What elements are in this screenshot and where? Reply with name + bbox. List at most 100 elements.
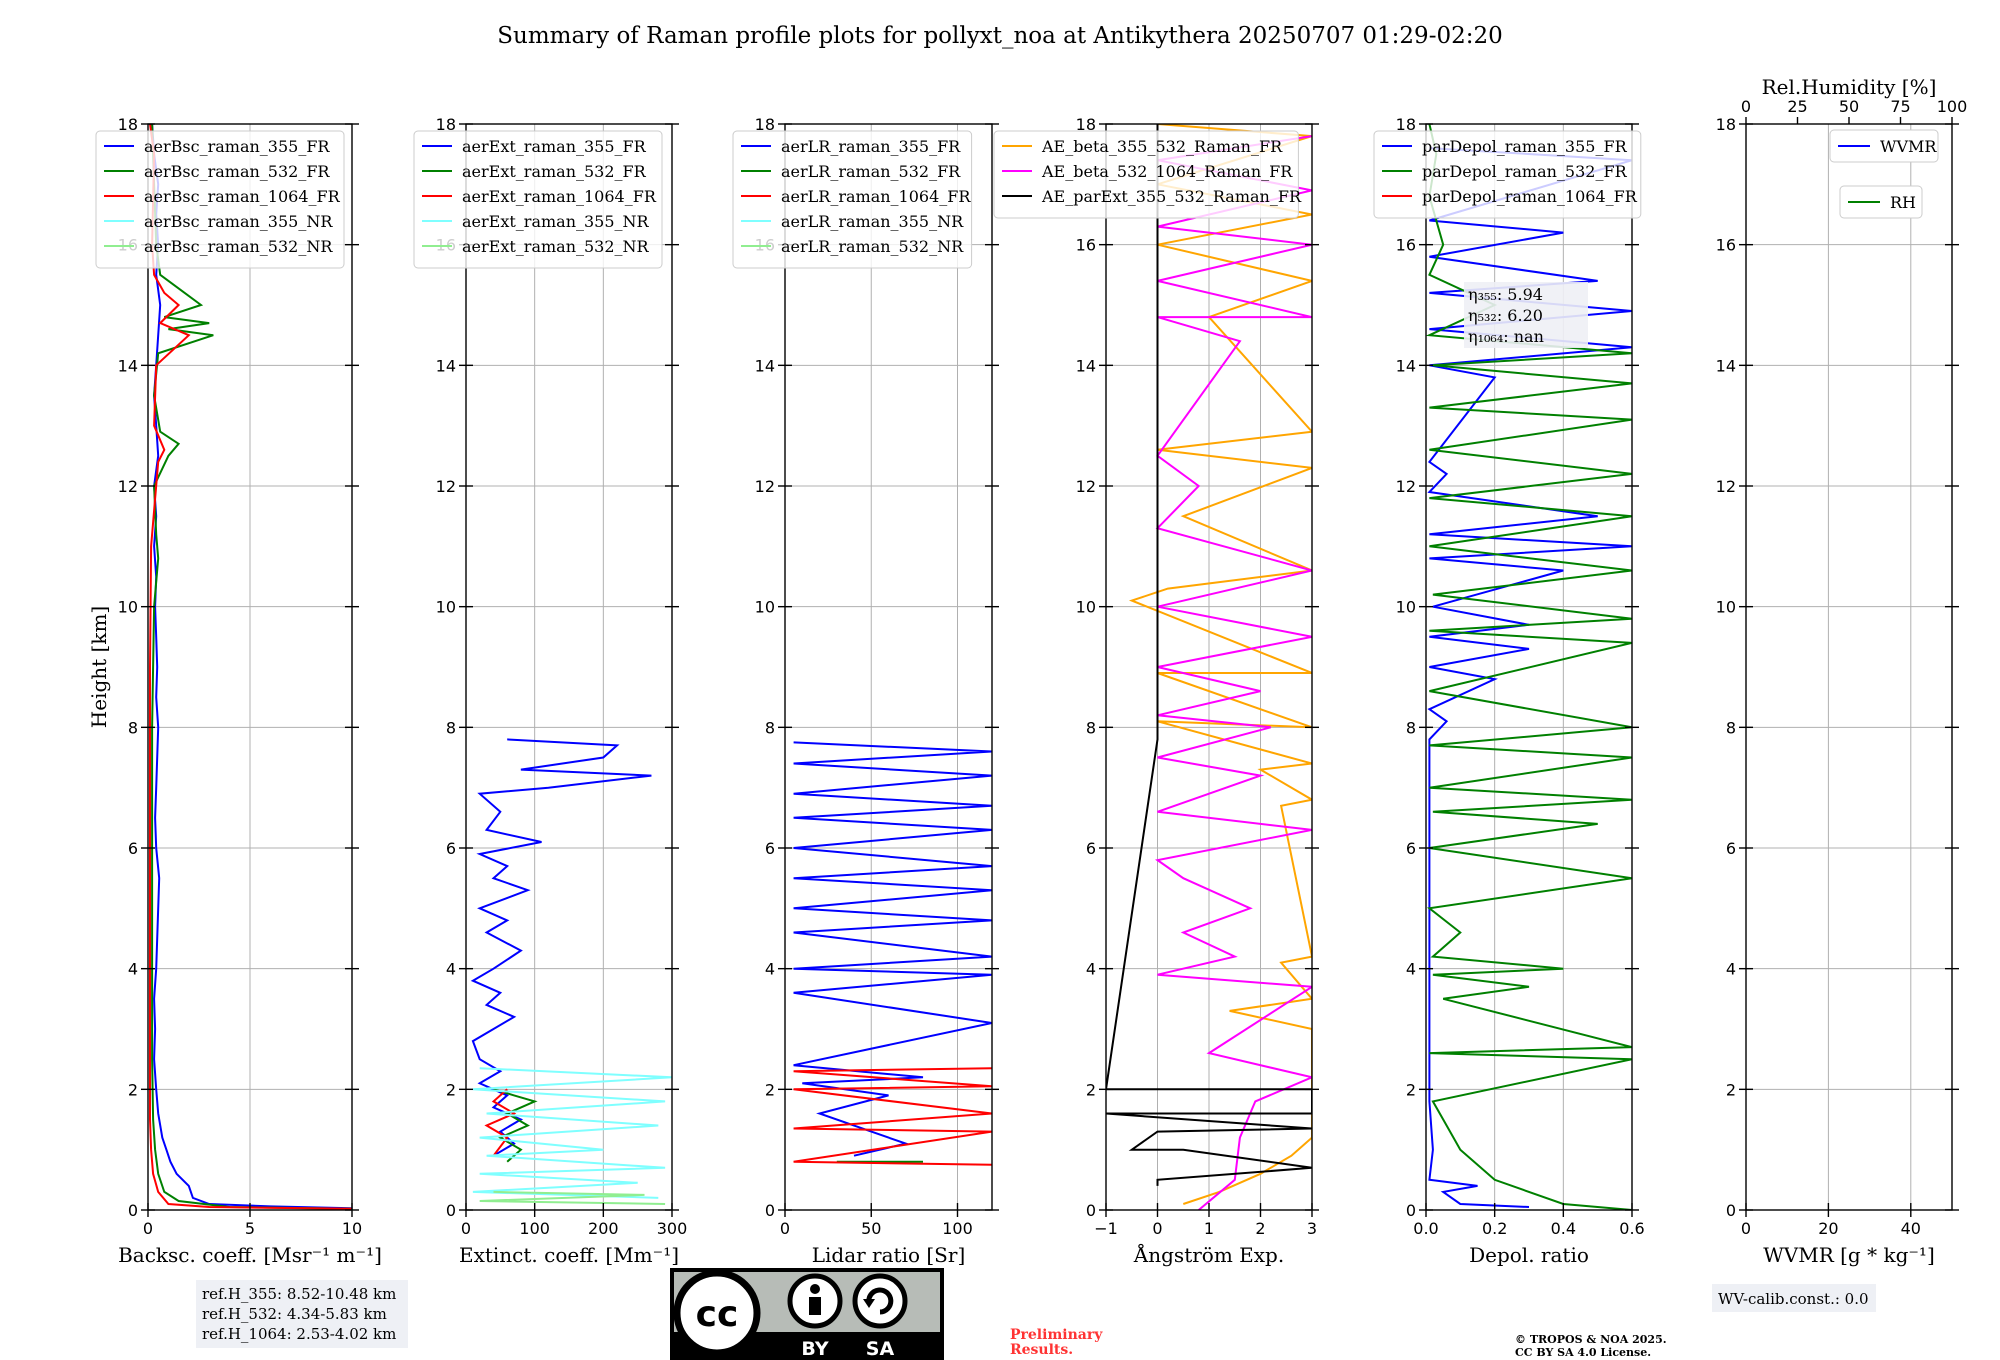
preliminary-results-label: Results.: [1010, 1342, 1073, 1358]
y-tick-label: 14: [1396, 356, 1416, 375]
x-tick-label: 100: [942, 1219, 973, 1238]
x-tick-label: 0.4: [1551, 1219, 1576, 1238]
y-tick-label: 18: [436, 115, 456, 134]
y-tick-label: 2: [446, 1080, 456, 1099]
chart-panel-6: 0 2 4 6 8 10 12 14 16 18 0 20 40 WVMR [g * kg⁻¹] 0 25 50…: [1716, 75, 1968, 1267]
y-tick-label: 8: [128, 718, 138, 737]
ref-355-text: ref.H_355: 8.52-10.48 km: [202, 1285, 396, 1303]
wv-calibration-box: WV-calib.const.: 0.0: [1712, 1284, 1876, 1312]
y-tick-label: 10: [118, 598, 138, 617]
y-tick-label: 14: [1716, 356, 1736, 375]
series-line-aerExt_raman_532_NR: [479, 1190, 666, 1205]
x-axis-label: Ångström Exp.: [1133, 1242, 1284, 1267]
x-tick-label: 0.0: [1413, 1219, 1438, 1238]
x-tick-label: 3: [1307, 1219, 1317, 1238]
y-tick-label: 2: [1086, 1080, 1096, 1099]
x-axis-label: WVMR [g * kg⁻¹]: [1763, 1243, 1935, 1267]
x-tick-label: 5: [245, 1219, 255, 1238]
y-tick-label: 10: [1716, 598, 1736, 617]
copyright-text: © TROPOS & NOA 2025.: [1515, 1333, 1667, 1346]
legend: RH: [1839, 185, 1923, 219]
legend: WVMR: [1829, 129, 1939, 163]
y-tick-label: 16: [1076, 236, 1096, 255]
axes-frame: [1745, 123, 1953, 1211]
y-tick-label: 12: [1716, 477, 1736, 496]
y-tick-label: 8: [1086, 718, 1096, 737]
y-tick-label: 10: [1076, 598, 1096, 617]
y-tick-label: 8: [1726, 718, 1736, 737]
y-tick-label: 2: [1726, 1080, 1736, 1099]
x-axis-label: Lidar ratio [Sr]: [812, 1243, 966, 1267]
x-tick-label: 50: [861, 1219, 881, 1238]
x2-tick-label: 0: [1741, 97, 1751, 116]
y-tick-label: 8: [1406, 718, 1416, 737]
chart-panel-2: 0246810121416180100200300Extinct. coeff.…: [413, 115, 687, 1267]
license-text: CC BY SA 4.0 License.: [1515, 1346, 1651, 1359]
sa-label: SA: [866, 1338, 895, 1360]
axes-frame: [784, 123, 993, 1211]
y-tick-label: 0: [765, 1201, 775, 1220]
legend-label: aerExt_raman_532_NR: [462, 237, 650, 256]
y-tick-label: 12: [755, 477, 775, 496]
y-tick-label: 0: [128, 1201, 138, 1220]
y-tick-label: 6: [1726, 839, 1736, 858]
y-tick-label: 4: [128, 960, 138, 979]
preliminary-label: Preliminary: [1010, 1327, 1103, 1343]
x2-tick-label: 50: [1839, 97, 1859, 116]
legend-label: AE_parExt_355_532_Raman_FR: [1041, 187, 1302, 206]
x-tick-label: 10: [342, 1219, 362, 1238]
x2-axis-label: Rel.Humidity [%]: [1762, 75, 1937, 99]
series-line-parDepol_raman_355_FR: [1427, 147, 1632, 1208]
x-tick-label: 0.6: [1619, 1219, 1644, 1238]
x2-tick-label: 100: [1937, 97, 1968, 116]
eta-annotation: η₃₅₅: 5.94: [1468, 285, 1543, 304]
y-tick-label: 16: [1396, 236, 1416, 255]
x-tick-label: 0: [1152, 1219, 1162, 1238]
legend-label: RH: [1890, 193, 1916, 212]
y-tick-label: 4: [1726, 960, 1736, 979]
y-tick-label: 18: [1076, 115, 1096, 134]
legend-label: AE_beta_355_532_Raman_FR: [1041, 137, 1283, 156]
legend-label: aerExt_raman_1064_FR: [462, 187, 657, 206]
x2-tick-label: 75: [1890, 97, 1910, 116]
x-axis-label: Backsc. coeff. [Msr⁻¹ m⁻¹]: [118, 1243, 382, 1267]
x-tick-label: 0: [1741, 1219, 1751, 1238]
y-tick-label: 12: [436, 477, 456, 496]
y-tick-label: 18: [1396, 115, 1416, 134]
x-tick-label: 20: [1818, 1219, 1838, 1238]
series-line-AE_beta_532_1064_Raman_FR: [1155, 135, 1312, 1210]
chart-panel-1: 0246810121416180510Backsc. coeff. [Msr⁻¹…: [87, 115, 382, 1267]
y-tick-label: 4: [446, 960, 456, 979]
legend-label: aerBsc_raman_355_NR: [144, 212, 333, 231]
x-tick-label: 200: [588, 1219, 619, 1238]
y-tick-label: 14: [118, 356, 138, 375]
legend-label: aerExt_raman_355_FR: [462, 137, 647, 156]
eta-annotation: η₁₀₆₄: nan: [1468, 327, 1544, 346]
x-tick-label: 0: [461, 1219, 471, 1238]
legend: AE_beta_355_532_Raman_FR AE_beta_532_1064…: [993, 130, 1302, 219]
y-tick-label: 12: [118, 477, 138, 496]
y-tick-label: 12: [1396, 477, 1416, 496]
svg-text:cc: cc: [696, 1294, 739, 1335]
ref-532-text: ref.H_532: 4.34-5.83 km: [202, 1305, 387, 1323]
x2-tick-label: 25: [1787, 97, 1807, 116]
axes-frame: [1425, 123, 1633, 1211]
y-tick-label: 14: [436, 356, 456, 375]
x-tick-label: 40: [1901, 1219, 1921, 1238]
axes-frame: [465, 123, 673, 1211]
legend-label: aerBsc_raman_1064_FR: [144, 187, 341, 206]
y-tick-label: 6: [446, 839, 456, 858]
y-tick-label: 8: [765, 718, 775, 737]
y-tick-label: 4: [765, 960, 775, 979]
y-tick-label: 14: [1076, 356, 1096, 375]
y-tick-label: 10: [1396, 598, 1416, 617]
series-line-parDepol_raman_532_FR: [1426, 124, 1632, 1210]
legend-label: aerExt_raman_355_NR: [462, 212, 650, 231]
wv-calib-text: WV-calib.const.: 0.0: [1718, 1290, 1869, 1308]
y-tick-label: 6: [1086, 839, 1096, 858]
x-tick-label: 1: [1204, 1219, 1214, 1238]
series-line-aerExt_raman_355_NR: [472, 1067, 672, 1199]
y-tick-label: 18: [1716, 115, 1736, 134]
